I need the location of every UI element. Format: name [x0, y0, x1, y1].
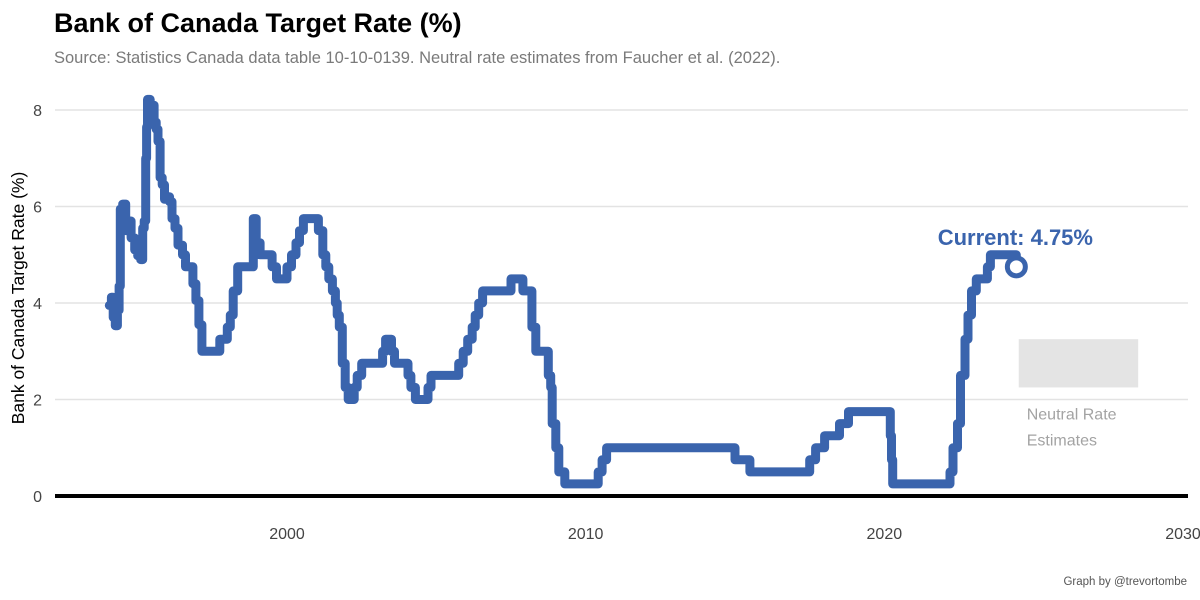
chart-title: Bank of Canada Target Rate (%): [54, 8, 462, 38]
neutral-rate-band: [1018, 339, 1139, 388]
current-rate-marker: [1004, 255, 1028, 279]
current-rate-label: Current: 4.75%: [938, 225, 1093, 250]
y-tick-label-8: 8: [33, 103, 42, 120]
chart-subtitle: Source: Statistics Canada data table 10-…: [54, 49, 781, 67]
neutral-rate-label-line-1: Neutral Rate: [1027, 406, 1117, 423]
x-tick-label-2030: 2030: [1165, 526, 1200, 543]
series-line-target-rate: [104, 94, 1021, 489]
chart-caption: Graph by @trevortombe: [1063, 576, 1187, 588]
x-tick-label-2000: 2000: [269, 526, 305, 543]
y-tick-label-2: 2: [33, 393, 42, 410]
x-tick-label-2020: 2020: [867, 526, 903, 543]
y-tick-label-4: 4: [33, 296, 42, 313]
y-axis-title: Bank of Canada Target Rate (%): [8, 172, 28, 425]
neutral-rate-label-line-2: Estimates: [1027, 432, 1097, 449]
y-tick-label-0: 0: [33, 489, 42, 506]
x-tick-label-2010: 2010: [568, 526, 604, 543]
y-tick-label-6: 6: [33, 200, 42, 217]
